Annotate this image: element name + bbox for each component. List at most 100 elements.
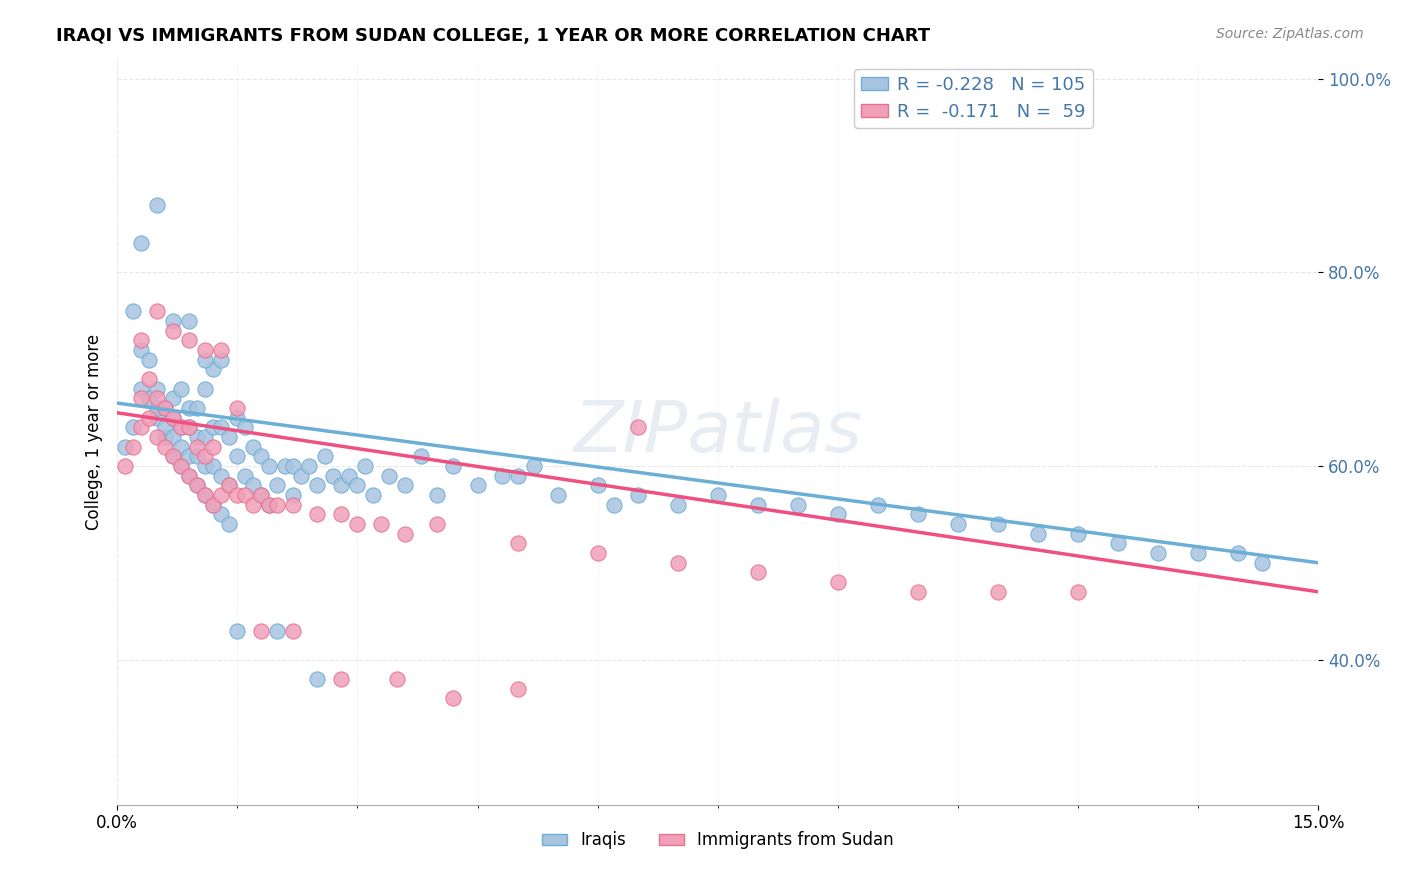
Point — [987, 517, 1010, 532]
Point — [202, 498, 225, 512]
Point — [186, 478, 208, 492]
Point — [250, 624, 273, 638]
Point — [122, 440, 145, 454]
Point — [179, 314, 201, 328]
Point — [209, 352, 232, 367]
Point — [170, 420, 193, 434]
Point — [506, 681, 529, 696]
Point — [155, 440, 177, 454]
Point — [666, 556, 689, 570]
Point — [155, 430, 177, 444]
Point — [1147, 546, 1170, 560]
Point — [547, 488, 569, 502]
Point — [1251, 556, 1274, 570]
Point — [170, 382, 193, 396]
Point — [363, 488, 385, 502]
Point — [162, 391, 184, 405]
Point — [202, 458, 225, 473]
Point — [259, 458, 281, 473]
Point — [209, 420, 232, 434]
Point — [946, 517, 969, 532]
Point — [218, 517, 240, 532]
Point — [233, 420, 256, 434]
Text: Source: ZipAtlas.com: Source: ZipAtlas.com — [1216, 27, 1364, 41]
Point — [443, 691, 465, 706]
Point — [907, 584, 929, 599]
Point — [666, 498, 689, 512]
Point — [146, 382, 169, 396]
Point — [266, 498, 288, 512]
Point — [242, 478, 264, 492]
Point — [138, 372, 160, 386]
Point — [307, 508, 329, 522]
Point — [218, 478, 240, 492]
Point — [194, 382, 217, 396]
Point — [186, 450, 208, 464]
Point — [586, 546, 609, 560]
Point — [491, 468, 513, 483]
Point — [250, 450, 273, 464]
Point — [170, 458, 193, 473]
Point — [122, 420, 145, 434]
Point — [162, 410, 184, 425]
Point — [202, 440, 225, 454]
Point — [209, 488, 232, 502]
Point — [394, 526, 416, 541]
Point — [266, 478, 288, 492]
Point — [827, 575, 849, 590]
Point — [114, 440, 136, 454]
Point — [194, 488, 217, 502]
Point — [202, 420, 225, 434]
Point — [242, 440, 264, 454]
Point — [179, 450, 201, 464]
Point — [226, 410, 249, 425]
Point — [146, 198, 169, 212]
Point — [394, 478, 416, 492]
Point — [786, 498, 808, 512]
Point — [506, 536, 529, 550]
Point — [426, 488, 449, 502]
Text: ZIPatlas: ZIPatlas — [574, 398, 862, 467]
Point — [129, 333, 152, 347]
Point — [146, 410, 169, 425]
Point — [250, 488, 273, 502]
Point — [170, 420, 193, 434]
Point — [283, 458, 305, 473]
Point — [330, 508, 353, 522]
Point — [146, 430, 169, 444]
Point — [283, 488, 305, 502]
Point — [627, 488, 650, 502]
Point — [307, 478, 329, 492]
Legend: R = -0.228   N = 105, R =  -0.171   N =  59: R = -0.228 N = 105, R = -0.171 N = 59 — [853, 69, 1092, 128]
Point — [162, 314, 184, 328]
Point — [1107, 536, 1129, 550]
Point — [370, 517, 392, 532]
Point — [233, 488, 256, 502]
Point — [747, 566, 769, 580]
Point — [162, 410, 184, 425]
Point — [426, 517, 449, 532]
Point — [155, 420, 177, 434]
Point — [179, 333, 201, 347]
Point — [298, 458, 321, 473]
Point — [346, 517, 368, 532]
Point — [266, 624, 288, 638]
Point — [194, 458, 217, 473]
Point — [170, 458, 193, 473]
Point — [202, 362, 225, 376]
Point — [162, 324, 184, 338]
Point — [146, 401, 169, 415]
Point — [179, 420, 201, 434]
Point — [387, 672, 409, 686]
Point — [162, 450, 184, 464]
Point — [179, 468, 201, 483]
Point — [467, 478, 489, 492]
Point — [162, 430, 184, 444]
Point — [170, 440, 193, 454]
Point — [330, 672, 353, 686]
Point — [307, 672, 329, 686]
Point — [866, 498, 889, 512]
Point — [146, 304, 169, 318]
Point — [218, 430, 240, 444]
Point — [274, 458, 297, 473]
